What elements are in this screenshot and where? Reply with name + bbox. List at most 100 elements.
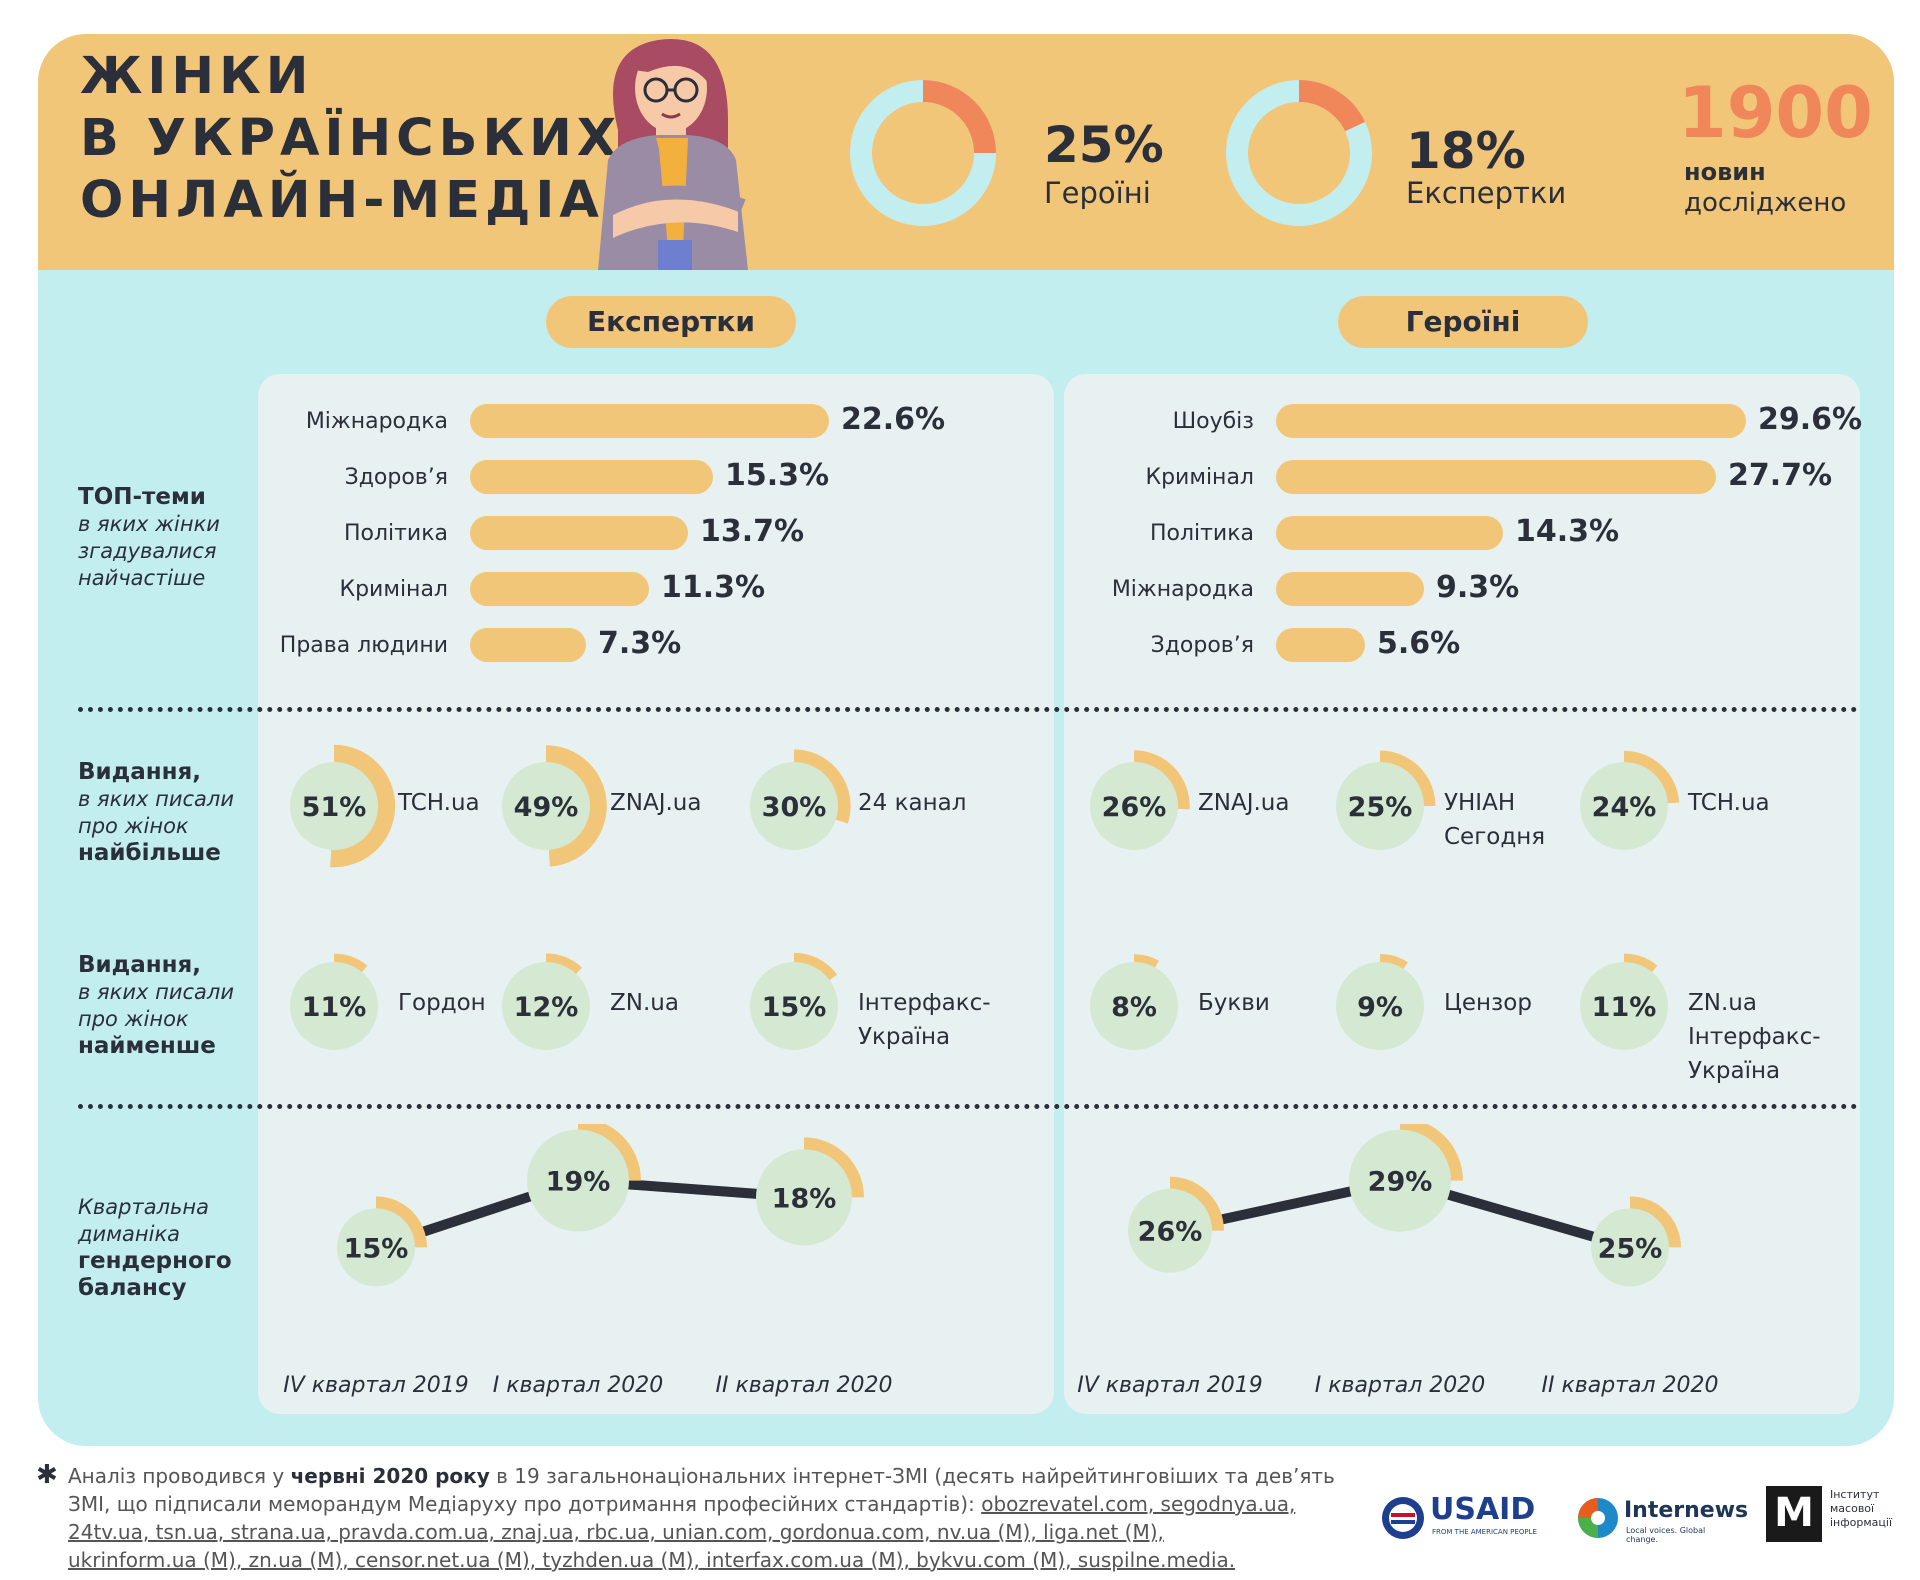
heroines-least-pct-label: 8% [1111, 992, 1157, 1023]
least-outlets-sub-2: про жінок [78, 1007, 189, 1031]
quarterly-sub-1: Квартальна [78, 1195, 209, 1219]
imi-logo-mark: M [1766, 1486, 1822, 1542]
most-outlets-sub-2: про жінок [78, 814, 189, 838]
heroines-quarterly-chart: 26% IV квартал 2019 29% I квартал 2020 25% II… [1077, 1124, 1719, 1398]
heroines-theme-value-label: 29.6% [1758, 402, 1863, 437]
heroines-most-outlet-name: ZNAJ.ua [1198, 790, 1290, 816]
heroines-most-pie-center [1580, 762, 1668, 850]
experts-theme-category-label: Здоров’я [344, 465, 448, 490]
heroines-theme-bar [1276, 516, 1503, 550]
footnote-links-1[interactable]: obozrevatel.com, segodnya.ua, [981, 1492, 1296, 1516]
experts-most-pie: 30% [750, 749, 851, 850]
heroines-least-pie: 8% [1090, 954, 1178, 1050]
news-count-label-2: досліджено [1684, 188, 1847, 218]
heroines-theme-category-label: Шоубіз [1172, 409, 1254, 434]
experts-theme-bar [470, 628, 586, 662]
heroines-quarter-quarter-label: II квартал 2020 [1541, 1373, 1718, 1398]
heroines-most-pct-label: 24% [1592, 792, 1657, 823]
experts-total-pct: 18% [1406, 122, 1526, 180]
usaid-tagline: FROM THE AMERICAN PEOPLE [1432, 1528, 1537, 1536]
heroines-most-pie: 25% [1336, 750, 1436, 850]
title-line-2: В УКРАЇНСЬКИХ [80, 109, 622, 168]
footnote-links-2[interactable]: 24tv.ua, tsn.ua, strana.ua, pravda.com.u… [68, 1520, 1164, 1544]
heroines-theme-bar [1276, 460, 1716, 494]
imi-text-2: масової [1830, 1502, 1875, 1515]
footnote-links-3[interactable]: ukrinform.ua (M), zn.ua (M), censor.net.… [68, 1548, 1236, 1572]
experts-theme-category-label: Кримінал [339, 577, 448, 602]
internews-wordmark: Internews [1624, 1498, 1749, 1523]
experts-total-label: Експертки [1406, 176, 1567, 210]
experts-least-pie-center [750, 962, 838, 1050]
usaid-logo: USAID FROM THE AMERICAN PEOPLE [1380, 1490, 1548, 1546]
footnote-text-2: ЗМІ, що підписали меморандум Медіаруху п… [68, 1492, 982, 1516]
experts-theme-bar [470, 460, 713, 494]
experts-quarter-quarter-label: IV квартал 2019 [283, 1373, 469, 1398]
heroines-theme-category-label: Політика [1149, 521, 1254, 546]
heroines-least-pct-label: 11% [1592, 992, 1657, 1023]
heroines-most-pct-label: 25% [1348, 792, 1413, 823]
experts-least-pie: 15% [750, 952, 838, 1050]
heroines-theme-bar [1276, 628, 1365, 662]
heroines-donut-arc [922, 80, 996, 154]
heroines-quarter-point-label: 25% [1598, 1233, 1663, 1264]
most-outlets-heading-2: найбільше [78, 840, 221, 866]
heroines-theme-value-label: 9.3% [1436, 570, 1520, 605]
experts-most-outlet-name: TCH.ua [398, 790, 480, 816]
heroines-most-outlet-name: УНІАН Сегодня [1444, 790, 1546, 850]
title-line-1: ЖІНКИ [80, 47, 314, 106]
experts-least-outlet-name: Гордон [398, 990, 486, 1016]
experts-quarterly-chart: 15% IV квартал 2019 19% I квартал 2020 18% II… [283, 1124, 893, 1398]
infographic-card: ЖІНКИ В УКРАЇНСЬКИХ ОНЛАЙН-МЕДІА 25% Гер… [38, 34, 1894, 1446]
heroines-most-outlet-name: TCH.ua [1688, 790, 1770, 816]
experts-donut-arc [1298, 80, 1366, 132]
experts-theme-value-label: 7.3% [598, 626, 682, 661]
experts-theme-category-label: Політика [343, 521, 448, 546]
experts-least-outlets: 11% Гордон 12% ZN.ua 15% Інтерфакс-Україна [258, 934, 1054, 1084]
heroines-section-title: Героїні [1338, 296, 1588, 348]
heroines-theme-bar [1276, 404, 1746, 438]
imi-text-3: інформації [1830, 1516, 1893, 1529]
experts-quarter-quarter-label: I квартал 2020 [493, 1373, 664, 1398]
quarterly-label: Квартальна диманіка гендерного балансу [78, 1194, 232, 1302]
experts-theme-bar [470, 404, 829, 438]
experts-most-pie: 51% [290, 744, 396, 868]
experts-quarter-point-label: 18% [772, 1183, 837, 1214]
heroines-theme-bar [1276, 572, 1424, 606]
heroines-quarter-point-label: 29% [1368, 1167, 1433, 1198]
experts-least-outlet-name: Інтерфакс-Україна [858, 990, 991, 1050]
experts-least-pie-center [502, 962, 590, 1050]
title-line-3: ОНЛАЙН-МЕДІА [80, 171, 604, 230]
divider [78, 1104, 1858, 1109]
news-count-label-1: новин [1684, 158, 1766, 186]
imi-logo-text: Інститут масової інформації [1830, 1488, 1892, 1530]
heroines-quarter-quarter-label: I квартал 2020 [1315, 1373, 1486, 1398]
top-themes-label: ТОП-теми в яких жінки згадувалися найчас… [78, 484, 220, 592]
least-outlets-heading: Видання, [78, 952, 202, 978]
experts-section-title: Експертки [546, 296, 796, 348]
heroines-most-pie: 26% [1090, 750, 1190, 850]
heroines-quarter-point-label: 26% [1138, 1217, 1203, 1248]
heroines-least-outlet-name: Цензор [1444, 990, 1532, 1016]
top-themes-sub-2: згадувалися [78, 539, 217, 563]
experts-theme-value-label: 15.3% [725, 458, 830, 493]
heroines-most-outlets: 26% ZNAJ.ua 25% УНІАН Сегодня 24% TCH.ua [1064, 734, 1860, 884]
experts-quarter-point [756, 1149, 852, 1246]
experts-theme-value-label: 13.7% [700, 514, 805, 549]
heroines-most-pie-center [1336, 762, 1424, 850]
heroines-total-label: Героїні [1044, 176, 1151, 210]
experts-theme-category-label: Права людини [279, 633, 448, 658]
experts-theme-bar [470, 516, 688, 550]
experts-quarter-quarter-label: II квартал 2020 [715, 1373, 892, 1398]
heroines-donut [850, 80, 996, 226]
experts-theme-bar [470, 572, 649, 606]
imi-mark-letter: M [1774, 1490, 1814, 1536]
experts-most-pie-center [290, 762, 378, 850]
heroines-most-pct-label: 26% [1102, 792, 1167, 823]
heroines-most-pie-center [1090, 762, 1178, 850]
experts-most-pie-center [502, 762, 590, 850]
internews-tagline: Local voices. Global change. [1626, 1526, 1706, 1544]
heroines-least-pie-center [1090, 962, 1178, 1050]
experts-most-pct-label: 49% [514, 792, 579, 823]
heroines-theme-value-label: 27.7% [1728, 458, 1833, 493]
experts-least-pct-label: 12% [514, 992, 579, 1023]
